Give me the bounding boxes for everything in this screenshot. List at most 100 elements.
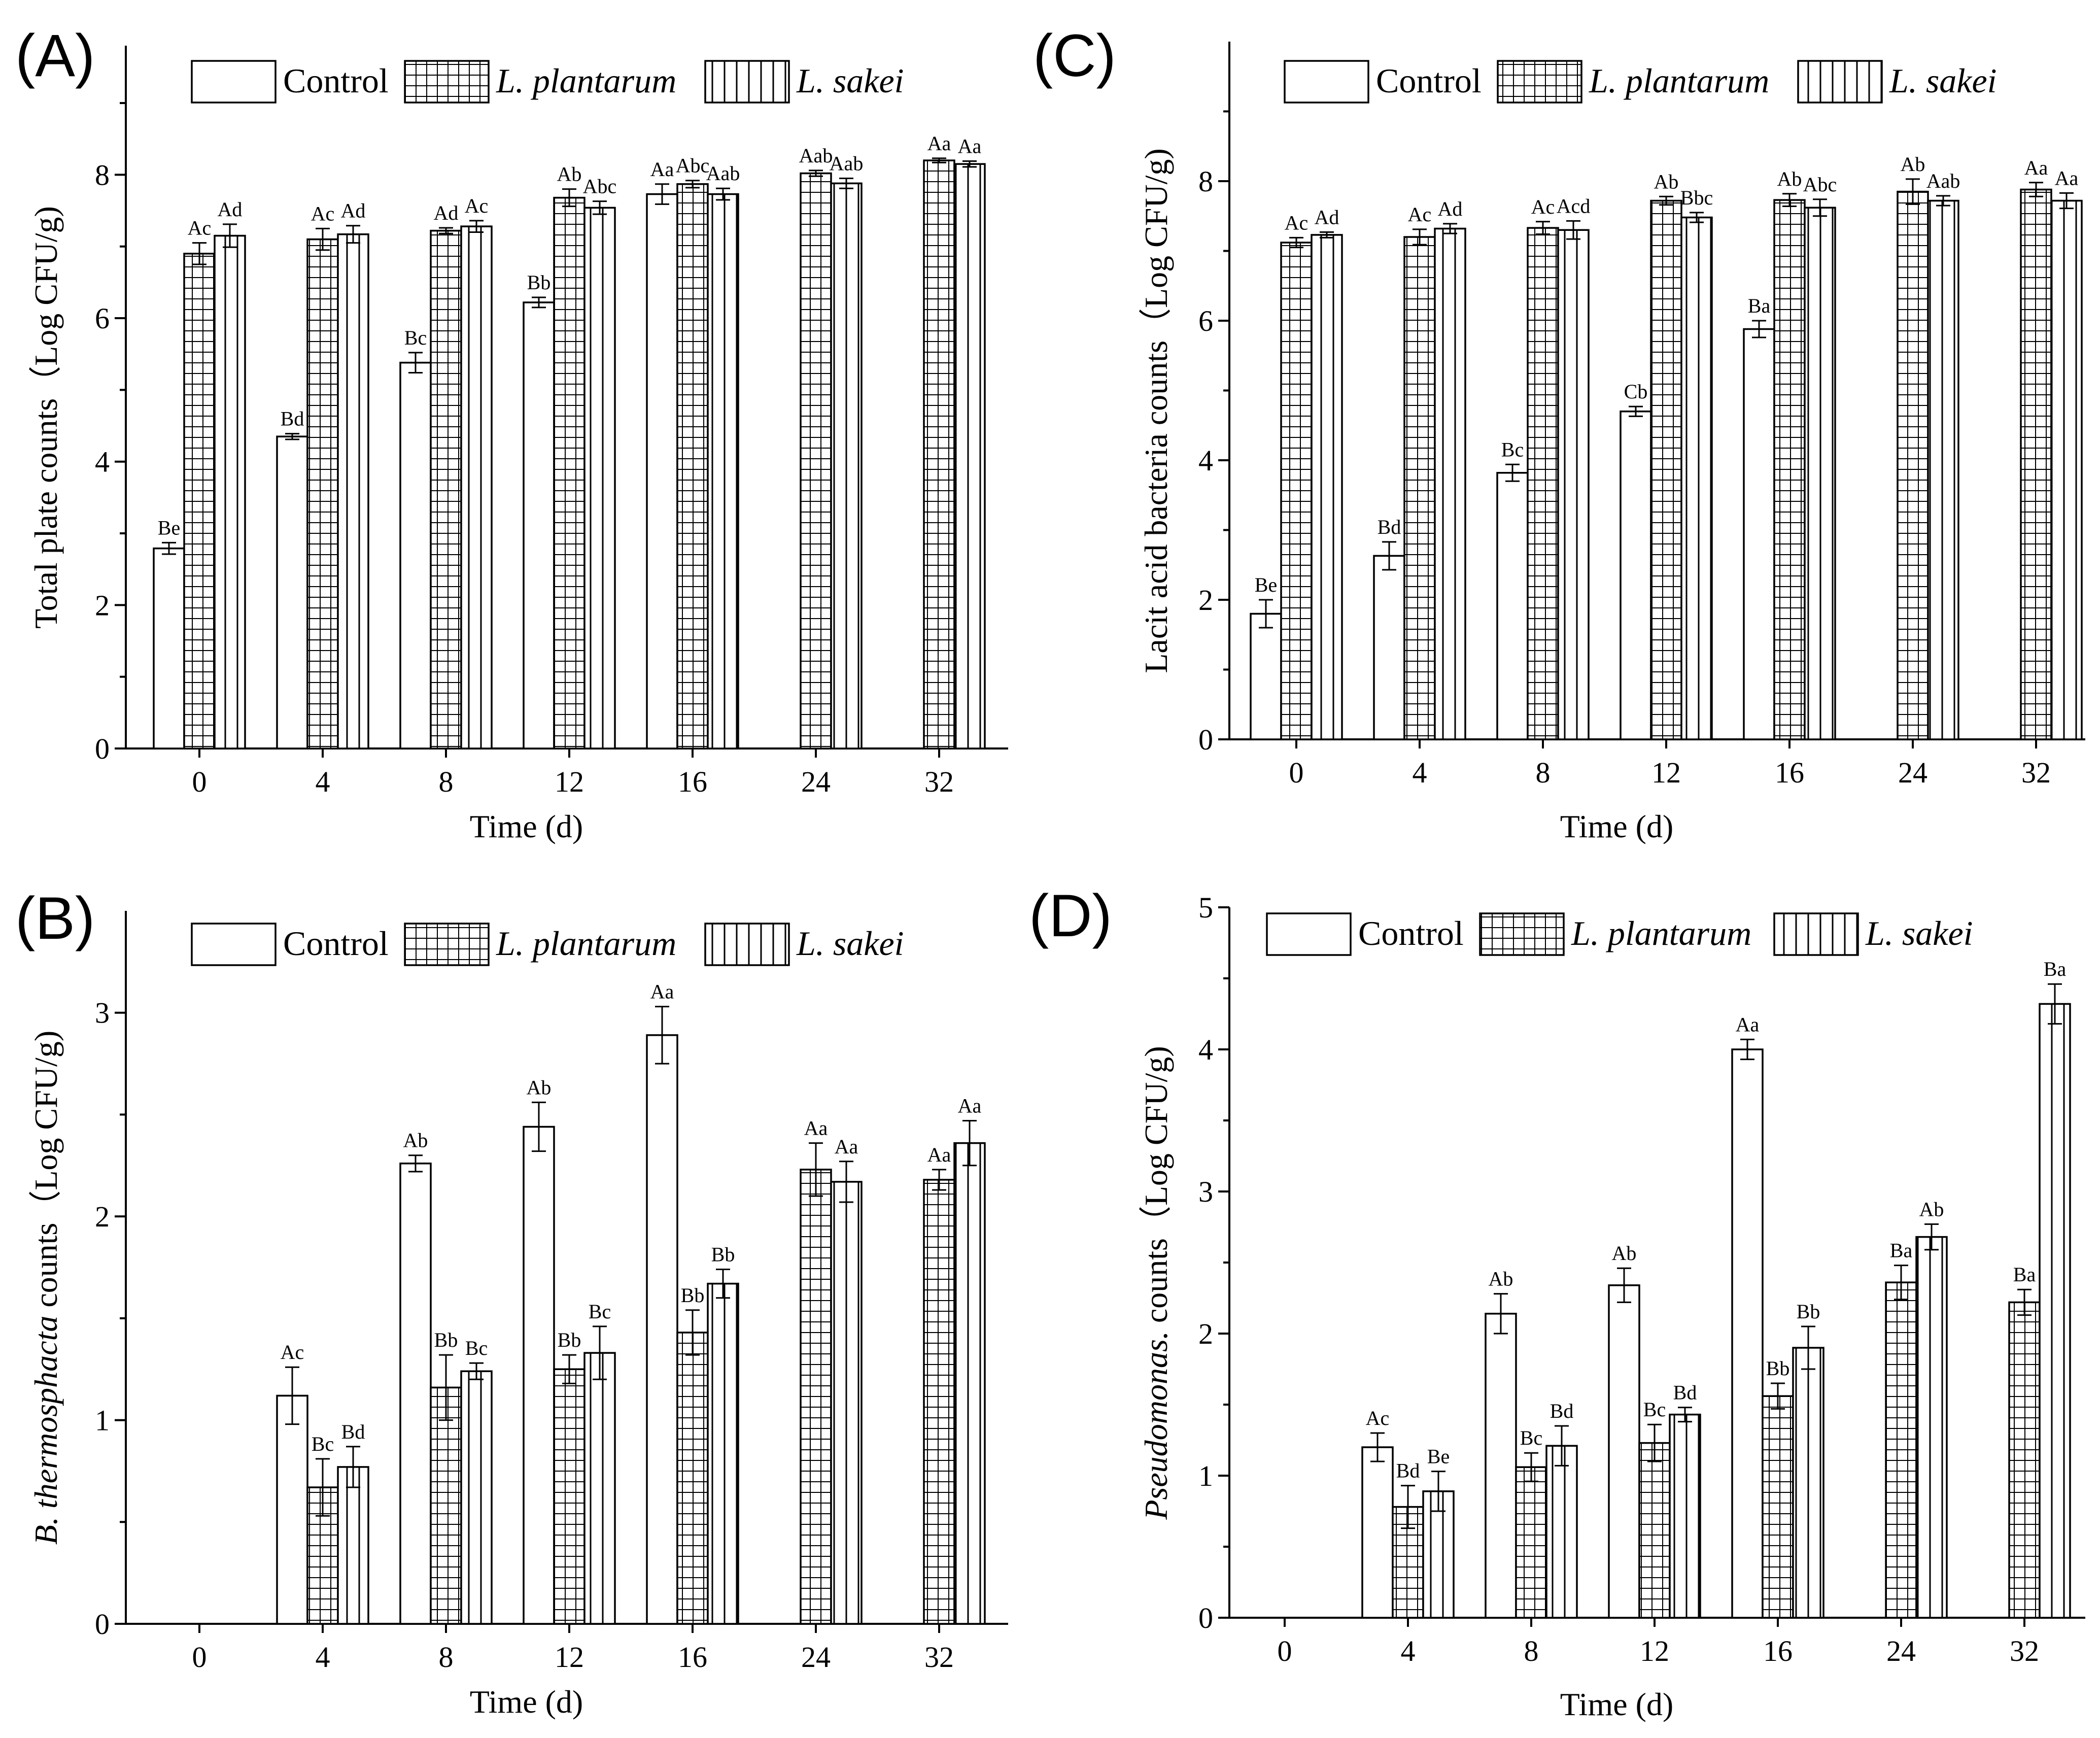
significance-letter: Ab [1489, 1268, 1513, 1290]
bar-l-sakei [460, 1370, 493, 1625]
significance-letter: Aab [1926, 169, 1960, 192]
legend-label: Control [1376, 61, 1482, 100]
bar-l-plantarum [676, 183, 709, 749]
x-tick-label: 4 [316, 1641, 330, 1674]
error-bar [716, 187, 730, 201]
error-bar [1566, 220, 1580, 240]
x-tick-label: 0 [1278, 1634, 1292, 1667]
bar-control [1496, 472, 1529, 740]
error-bar [1629, 405, 1643, 417]
x-tick-label: 0 [1289, 756, 1304, 789]
bar-control [1485, 1313, 1517, 1619]
y-axis-label: B. thermosphacta counts（Log CFU/g) [28, 1031, 64, 1545]
bar-control [276, 435, 308, 749]
y-axis-label: Lacit acid bacteria counts（Log CFU/g) [1138, 148, 1174, 673]
significance-letter: Aa [650, 980, 674, 1003]
significance-letter: Ac [281, 1341, 304, 1364]
significance-letter: Be [1255, 573, 1277, 596]
y-tick-label: 1 [1198, 1459, 1213, 1492]
error-bar [316, 1458, 330, 1517]
significance-letter: Bb [681, 1284, 705, 1307]
bar-l-plantarum [1515, 1466, 1547, 1619]
significance-letter: Aab [830, 152, 864, 175]
y-tick-label: 2 [95, 1200, 110, 1233]
bar-l-plantarum [306, 238, 339, 749]
y-tick-label: 5 [1198, 891, 1213, 924]
error-bar [1555, 1425, 1569, 1467]
significance-letter: Ab [557, 163, 582, 186]
error-bar [562, 188, 576, 208]
error-bar [408, 1154, 423, 1173]
x-tick-label: 32 [2010, 1634, 2039, 1667]
legend-label: Control [283, 924, 389, 963]
significance-letter: Bc [589, 1300, 611, 1323]
bar-l-sakei [830, 1181, 863, 1625]
y-tick-label: 0 [1198, 1601, 1213, 1634]
error-bar [1647, 1423, 1662, 1462]
bar-control [523, 1126, 555, 1625]
bar-l-plantarum [183, 253, 216, 749]
bar-l-sakei [1545, 1445, 1578, 1619]
legend-swatch-control [1266, 912, 1352, 956]
bar-control [646, 1034, 678, 1625]
error-bar [532, 296, 546, 309]
significance-letter: Bc [404, 326, 427, 349]
error-bar [1524, 1452, 1538, 1482]
error-bar [285, 433, 299, 440]
y-tick-label: 2 [1198, 584, 1213, 617]
bar-l-plantarum [553, 196, 586, 749]
bar-l-plantarum [1773, 199, 1806, 740]
x-tick-label: 4 [316, 765, 330, 798]
legend-label: Control [1358, 914, 1464, 952]
error-bar [1382, 541, 1396, 571]
bar-l-sakei [2050, 199, 2083, 740]
error-bar [839, 1161, 853, 1203]
bar-control [1373, 555, 1405, 740]
error-bar [2029, 182, 2043, 197]
error-bar [562, 1354, 576, 1384]
bar-l-plantarum [1762, 1395, 1794, 1619]
bar-l-sakei [583, 207, 616, 749]
legend-swatch-l-plantarum [1479, 912, 1565, 956]
legend-label: L. plantarum [496, 61, 676, 100]
significance-letter: Ac [1531, 195, 1555, 218]
legend: Control L. plantarum L. sakei [191, 60, 904, 104]
bar-l-plantarum [430, 1386, 462, 1625]
significance-letter: Bd [1396, 1459, 1420, 1482]
bar-l-plantarum [676, 1332, 709, 1625]
significance-letter: Ab [403, 1129, 428, 1152]
y-tick-label: 2 [95, 589, 110, 622]
bar-l-sakei [337, 1466, 369, 1625]
bar-l-sakei [707, 193, 739, 749]
bar-l-sakei [214, 234, 246, 749]
error-bar [469, 1362, 484, 1380]
significance-letter: Ac [465, 194, 489, 217]
x-tick-label: 24 [801, 765, 831, 798]
significance-letter: Abc [1803, 173, 1837, 196]
significance-letter: Bc [1520, 1426, 1542, 1449]
bar-control [1743, 328, 1775, 740]
bar-l-plantarum [1885, 1281, 1917, 1619]
error-bar [1259, 599, 1273, 629]
significance-letter: Ab [527, 1076, 552, 1099]
error-bar [1536, 221, 1550, 235]
error-bar [655, 1006, 669, 1065]
significance-letter: Ab [1919, 1198, 1944, 1220]
error-bar [1906, 178, 1920, 205]
x-tick-label: 12 [1640, 1634, 1669, 1667]
bar-control [276, 1394, 308, 1625]
significance-letter: Ad [1438, 197, 1463, 220]
y-tick-label: 4 [1198, 444, 1213, 477]
significance-letter: Aab [706, 162, 740, 185]
significance-letter: Bd [281, 407, 304, 430]
x-tick-label: 16 [1763, 1634, 1793, 1667]
significance-letter: Ba [1748, 294, 1771, 317]
bar-control [399, 1163, 432, 1625]
significance-letter: Ba [2044, 958, 2067, 980]
significance-letter: Bd [1378, 516, 1401, 538]
x-tick-label: 8 [1524, 1634, 1539, 1667]
bar-l-sakei [1311, 234, 1343, 740]
